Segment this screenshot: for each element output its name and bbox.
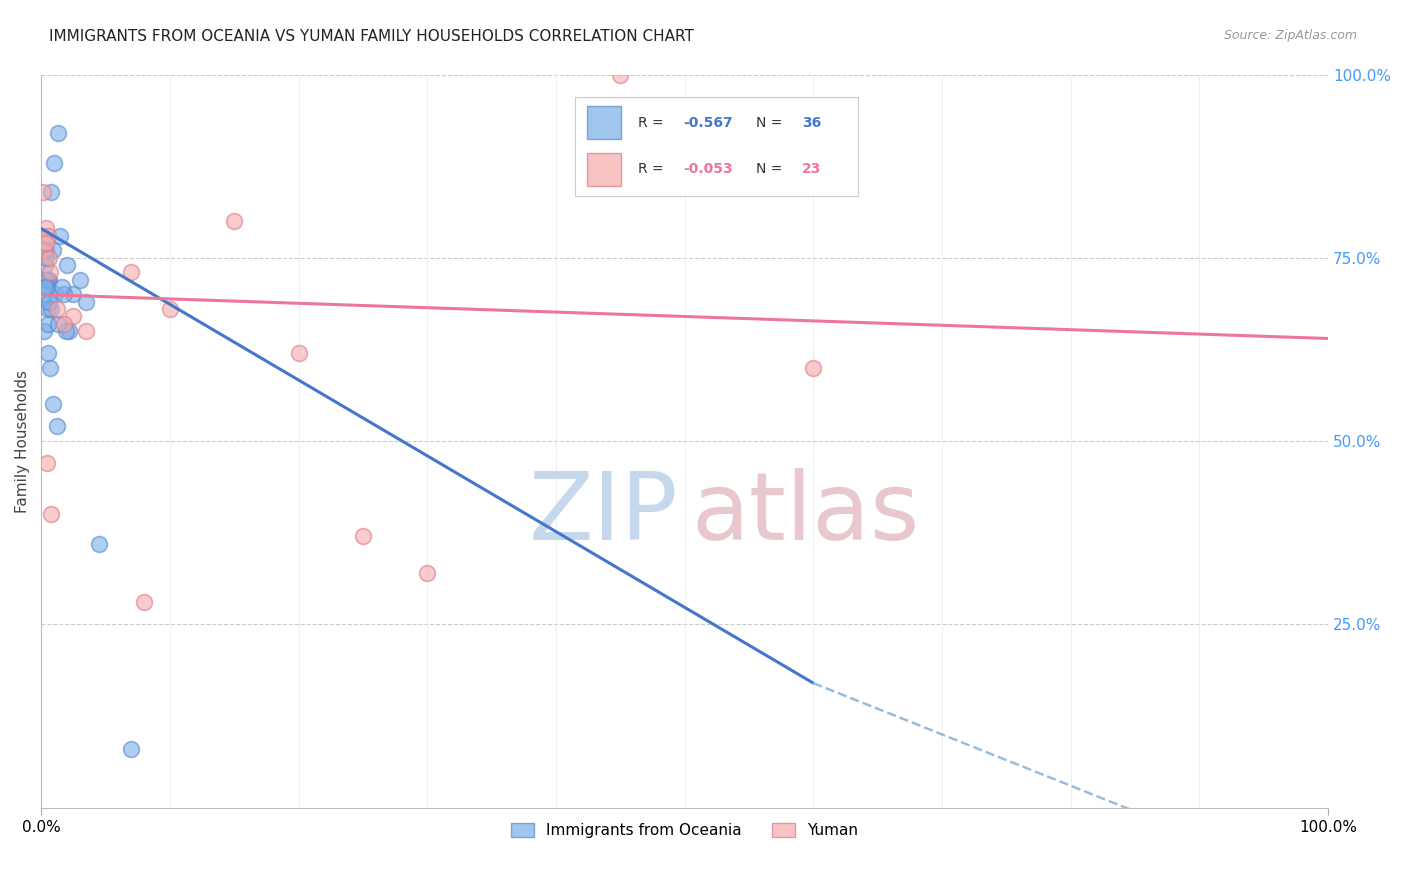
Point [51,280,73,294]
Text: ZIP: ZIP [529,468,678,560]
Text: atlas: atlas [692,468,920,560]
Point [62,310,84,324]
Point [35,456,58,470]
Point [34,258,56,272]
Point [56,258,79,272]
Point [34,287,56,301]
Point [132,595,155,609]
Point [49,228,72,243]
Point [801,360,824,375]
Point [738,162,761,177]
Point [39,302,62,317]
Point [69,273,91,287]
Text: IMMIGRANTS FROM OCEANIA VS YUMAN FAMILY HOUSEHOLDS CORRELATION CHART: IMMIGRANTS FROM OCEANIA VS YUMAN FAMILY … [49,29,695,44]
Point [34,273,56,287]
Point [32,324,55,338]
Point [62,287,84,301]
Point [38,273,60,287]
Point [42,155,65,169]
Point [224,214,246,228]
Point [39,265,62,279]
Point [416,566,439,581]
Point [35,244,58,258]
Point [287,346,309,360]
Point [55,324,77,338]
Point [34,280,56,294]
Point [37,346,59,360]
Point [42,244,65,258]
Point [46,317,69,331]
Point [38,294,60,309]
Point [46,126,69,140]
Point [37,228,59,243]
Point [41,397,63,411]
Point [37,273,59,287]
Point [34,244,56,258]
Point [75,324,97,338]
Text: Source: ZipAtlas.com: Source: ZipAtlas.com [1223,29,1357,42]
Point [53,287,76,301]
Point [41,185,63,199]
Point [45,302,67,317]
Point [35,221,58,235]
Point [120,265,142,279]
Point [34,236,56,251]
Point [75,294,97,309]
Point [609,68,631,82]
Point [35,280,58,294]
Y-axis label: Family Households: Family Households [15,369,30,513]
Point [39,360,62,375]
Point [37,302,59,317]
Point [44,287,66,301]
Point [32,228,55,243]
Point [87,537,110,551]
Point [53,317,76,331]
Point [45,419,67,434]
Point [34,251,56,265]
Legend: Immigrants from Oceania, Yuman: Immigrants from Oceania, Yuman [505,817,865,844]
Point [352,529,374,543]
Point [58,324,80,338]
Point [120,742,142,756]
Point [41,508,63,522]
Point [37,317,59,331]
Point [38,251,60,265]
Point [32,185,55,199]
Point [159,302,181,317]
